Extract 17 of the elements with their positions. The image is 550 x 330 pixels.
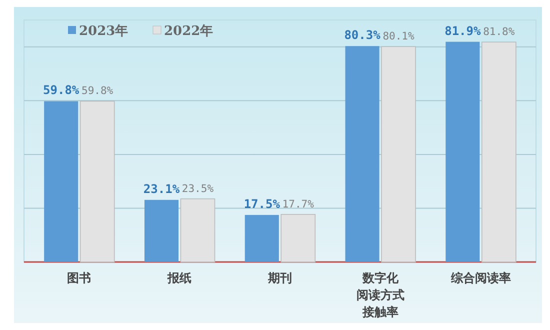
data-label: 23.5% [182,182,214,195]
data-label: 80.3% [344,28,382,42]
data-label: 81.9% [444,24,482,38]
legend-label: 2022年 [164,24,214,39]
data-label: 17.5% [244,196,281,211]
x-tick-label: 报纸 [166,271,192,285]
data-label: 59.8% [82,85,114,98]
legend-label: 2023年 [79,24,128,39]
x-tick-label: 综合阅读率 [450,271,511,285]
x-tick-label: 期刊 [267,271,292,285]
data-label: 59.8% [43,83,80,98]
data-label: 81.8% [483,26,516,38]
data-label: 80.1% [382,30,415,43]
data-label: 17.7% [282,198,315,210]
data-label: 23.1% [143,182,180,196]
x-tick-label: 图书 [67,271,92,285]
x-tick-label: 数字化阅读方式接触率 [356,271,404,319]
